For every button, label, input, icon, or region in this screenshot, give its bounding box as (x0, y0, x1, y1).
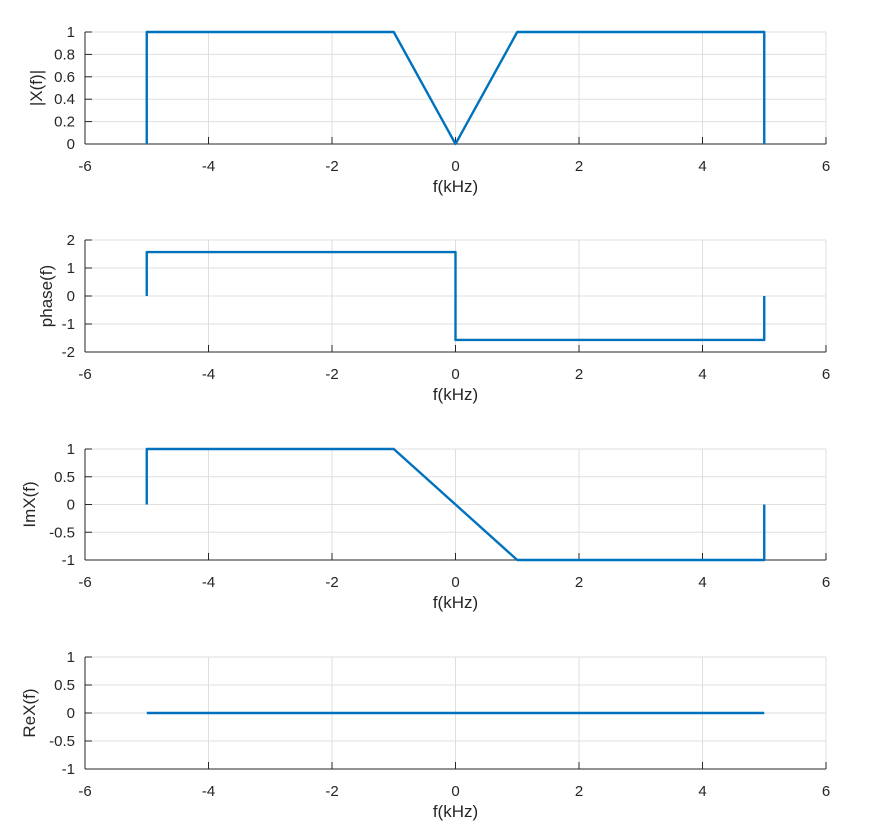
y-tick-label: -1 (62, 316, 75, 333)
x-tick-label: 4 (698, 158, 706, 175)
x-tick-label: -4 (202, 158, 215, 175)
x-tick-label: 2 (575, 783, 583, 800)
x-tick-label: 0 (451, 783, 459, 800)
y-axis-label: ImX(f) (20, 481, 39, 527)
y-tick-label: 0.5 (54, 469, 75, 486)
y-tick-label: 0 (67, 288, 75, 305)
y-axis-label: ReX(f) (20, 688, 39, 737)
series-line (145, 447, 766, 562)
x-tick-label: -6 (78, 366, 91, 383)
y-tick-label: 0.6 (54, 69, 75, 86)
x-tick-label: 0 (451, 574, 459, 591)
y-tick-label: 0 (67, 136, 75, 153)
x-tick-label: -6 (78, 574, 91, 591)
x-tick-label: 0 (451, 158, 459, 175)
x-tick-label: -2 (325, 366, 338, 383)
x-tick-label: 6 (822, 574, 830, 591)
subplot-phase: -6 -4 -2 0 2 4 6 -2 -1 0 1 2 f(kHz) phase(f) (37, 232, 830, 404)
y-tick-label: 0.4 (54, 91, 75, 108)
x-tick-label: -2 (325, 574, 338, 591)
x-tick-label: -2 (325, 783, 338, 800)
y-tick-label: 0.5 (54, 677, 75, 694)
y-tick-label: 1 (67, 649, 75, 666)
x-axis-label: f(kHz) (433, 802, 478, 821)
x-tick-label: -6 (78, 158, 91, 175)
x-tick-label: 0 (451, 366, 459, 383)
y-tick-label: -1 (62, 552, 75, 569)
y-tick-label: -1 (62, 761, 75, 778)
y-axis-label: phase(f) (37, 265, 56, 327)
series-line (145, 30, 766, 146)
y-tick-label: 0 (67, 497, 75, 514)
x-tick-label: 4 (698, 366, 706, 383)
y-tick-label: -0.5 (49, 733, 75, 750)
subplot-imaginary: -6 -4 -2 0 2 4 6 -1 -0.5 0 0.5 1 f(kHz) ImX(f) (20, 441, 830, 612)
y-tick-label: 0 (67, 705, 75, 722)
y-tick-label: 2 (67, 232, 75, 249)
x-tick-label: -4 (202, 574, 215, 591)
x-tick-label: 2 (575, 366, 583, 383)
x-tick-label: 4 (698, 783, 706, 800)
subplot-magnitude: -6 -4 -2 0 2 4 6 0 0.2 0.4 0.6 0.8 1 f(kHz) |X(f)| (27, 24, 830, 196)
x-tick-label: -4 (202, 366, 215, 383)
y-tick-label: 1 (67, 260, 75, 277)
y-tick-label: -0.5 (49, 524, 75, 541)
subplot-real: -6 -4 -2 0 2 4 6 -1 -0.5 0 0.5 1 f(kHz) ReX(f) (20, 649, 830, 821)
series-line (145, 250, 766, 342)
x-tick-label: 6 (822, 366, 830, 383)
x-tick-label: 6 (822, 158, 830, 175)
y-tick-label: -2 (62, 344, 75, 361)
y-tick-label: 1 (67, 24, 75, 41)
x-axis-label: f(kHz) (433, 593, 478, 612)
y-tick-label: 0.8 (54, 46, 75, 63)
x-axis-label: f(kHz) (433, 177, 478, 196)
x-tick-label: 2 (575, 574, 583, 591)
x-tick-label: -4 (202, 783, 215, 800)
x-axis-label: f(kHz) (433, 385, 478, 404)
x-tick-label: -6 (78, 783, 91, 800)
x-tick-label: 2 (575, 158, 583, 175)
y-axis-label: |X(f)| (27, 70, 46, 106)
x-tick-label: 6 (822, 783, 830, 800)
x-tick-label: 4 (698, 574, 706, 591)
x-tick-label: -2 (325, 158, 338, 175)
y-tick-label: 0.2 (54, 114, 75, 131)
y-tick-label: 1 (67, 441, 75, 458)
